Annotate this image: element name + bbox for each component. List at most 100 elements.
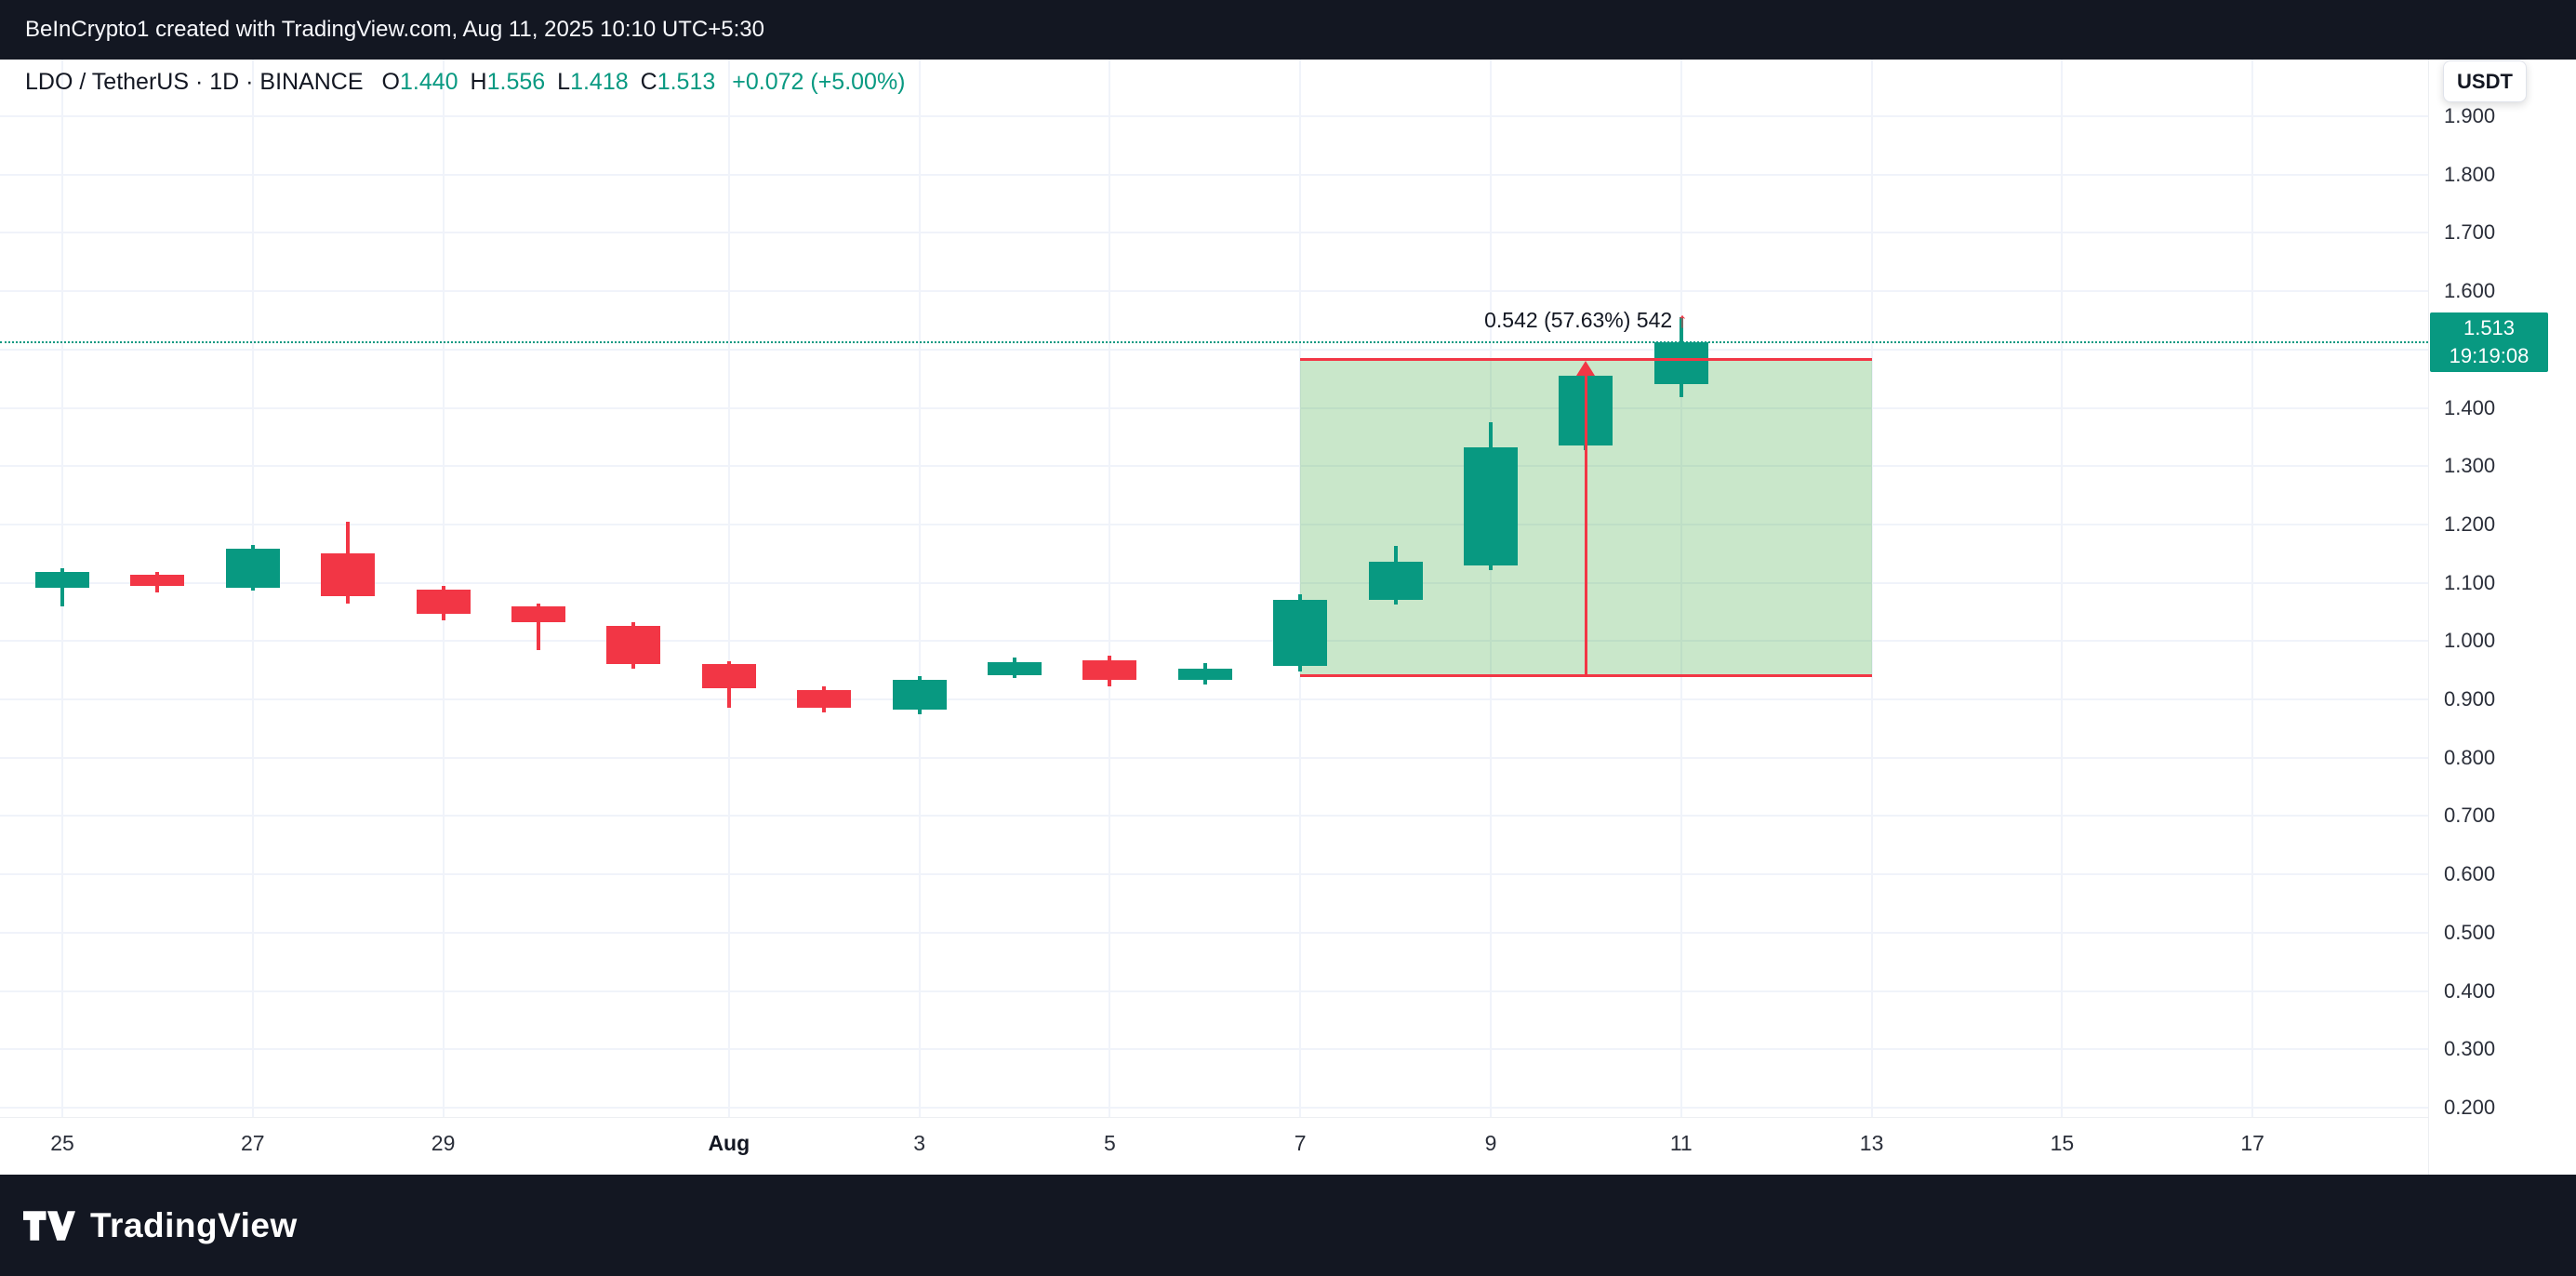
candle-body — [225, 548, 280, 589]
last-price-badge: 1.513 19:19:08 — [2430, 312, 2548, 372]
price-axis-label: 0.700 — [2444, 804, 2496, 828]
price-axis-label: 0.500 — [2444, 920, 2496, 944]
ohlc-high: H1.556 — [471, 67, 546, 97]
vertical-gridline — [2251, 60, 2254, 1117]
chart-plot-area[interactable]: 0.542 (57.63%) 542 ↑ — [0, 60, 2428, 1117]
currency-toggle-button[interactable]: USDT — [2443, 60, 2527, 102]
candle-body — [35, 571, 89, 589]
horizontal-gridline — [0, 232, 2428, 234]
price-axis-label: 1.100 — [2444, 570, 2496, 594]
candle-body — [1368, 562, 1423, 600]
candle-body — [988, 661, 1042, 676]
ohlc-low-value: 1.418 — [570, 69, 629, 95]
ohlc-close-label: C — [640, 69, 657, 95]
price-axis-label: 1.800 — [2444, 162, 2496, 186]
measurement-label: 0.542 (57.63%) 542 ↑ — [1484, 308, 1688, 333]
candle-body — [1082, 660, 1137, 681]
tradingview-wordmark[interactable]: TradingView — [90, 1205, 298, 1244]
horizontal-gridline — [0, 931, 2428, 934]
time-axis-label: 17 — [2240, 1131, 2264, 1155]
candle-countdown: 19:19:08 — [2449, 343, 2530, 367]
price-axis-label: 1.400 — [2444, 395, 2496, 419]
time-axis-label: 13 — [1859, 1131, 1884, 1155]
candle-body — [416, 590, 471, 615]
horizontal-gridline — [0, 990, 2428, 992]
candle-wick — [537, 603, 540, 651]
price-axis-label: 0.600 — [2444, 862, 2496, 886]
price-axis-label: 1.000 — [2444, 629, 2496, 653]
time-axis-label: 15 — [2050, 1131, 2075, 1155]
ohlc-open-value: 1.440 — [399, 69, 458, 95]
vertical-gridline — [918, 60, 921, 1117]
horizontal-gridline — [0, 873, 2428, 876]
price-axis-label: 0.900 — [2444, 687, 2496, 711]
horizontal-gridline — [0, 523, 2428, 525]
price-axis[interactable]: USDT 1.513 19:19:08 0.200 0.300 0.400 0.500… — [2428, 60, 2576, 1175]
vertical-gridline — [1870, 60, 1873, 1117]
price-axis-label: 1.700 — [2444, 220, 2496, 245]
horizontal-gridline — [0, 581, 2428, 584]
ohlc-high-label: H — [470, 69, 487, 95]
ohlc-close: C1.513 — [641, 67, 716, 97]
candle-body — [511, 605, 565, 623]
horizontal-gridline — [0, 465, 2428, 468]
time-axis-label: 27 — [241, 1131, 265, 1155]
horizontal-gridline — [0, 290, 2428, 293]
vertical-gridline — [1490, 60, 1492, 1117]
time-axis-label: 25 — [50, 1131, 74, 1155]
price-axis-label: 0.200 — [2444, 1096, 2496, 1119]
measurement-text: 0.542 (57.63%) 542 — [1484, 307, 1673, 332]
ohlc-open-label: O — [381, 69, 400, 95]
horizontal-gridline — [0, 1048, 2428, 1051]
horizontal-gridline — [0, 115, 2428, 117]
price-range-arrow-line — [1584, 374, 1587, 676]
time-axis-label: Aug — [708, 1131, 750, 1155]
horizontal-gridline — [0, 815, 2428, 817]
ohlc-low: L1.418 — [557, 67, 628, 97]
price-range-arrowhead-icon — [1576, 360, 1596, 376]
horizontal-gridline — [0, 698, 2428, 701]
price-range-top-line — [1300, 358, 1872, 362]
vertical-gridline — [1299, 60, 1302, 1117]
time-axis-label: 11 — [1669, 1131, 1693, 1155]
ohlc-open: O1.440 — [382, 67, 458, 97]
chart-legend: LDO / TetherUS · 1D · BINANCE O1.440 H1.… — [25, 67, 906, 97]
horizontal-gridline — [0, 1107, 2428, 1109]
ohlc-low-label: L — [557, 69, 571, 95]
time-axis-label: 5 — [1103, 1131, 1116, 1155]
time-axis[interactable]: 25 27 29 Aug 3 5 7 9 11 13 15 17 — [0, 1117, 2428, 1175]
horizontal-gridline — [0, 756, 2428, 759]
tradingview-logo-icon[interactable] — [23, 1209, 75, 1243]
candle-body — [797, 690, 852, 709]
price-range-bottom-line — [1300, 674, 1872, 678]
horizontal-gridline — [0, 640, 2428, 643]
candle-body — [701, 663, 756, 689]
price-axis-label: 1.600 — [2444, 279, 2496, 303]
candle-body — [606, 626, 661, 664]
price-axis-label: 1.200 — [2444, 512, 2496, 536]
candle-body — [1177, 668, 1232, 681]
time-axis-label: 9 — [1484, 1131, 1497, 1155]
price-axis-label: 0.300 — [2444, 1037, 2496, 1061]
attribution-bar: BeInCrypto1 created with TradingView.com… — [0, 0, 2576, 60]
symbol-title[interactable]: LDO / TetherUS · 1D · BINANCE — [25, 69, 364, 95]
measure-direction-up-icon: ↑ — [1677, 307, 1688, 332]
ohlc-high-value: 1.556 — [486, 69, 546, 95]
time-axis-label: 3 — [913, 1131, 925, 1155]
candle-body — [1464, 446, 1518, 565]
footer-bar: TradingView — [0, 1175, 2576, 1276]
candle-body — [321, 553, 376, 597]
candle-body — [1653, 341, 1708, 385]
candle-body — [1273, 599, 1328, 666]
price-axis-label: 1.900 — [2444, 104, 2496, 127]
price-axis-label: 0.800 — [2444, 745, 2496, 769]
vertical-gridline — [2061, 60, 2064, 1117]
vertical-gridline — [1680, 60, 1682, 1117]
attribution-text: BeInCrypto1 created with TradingView.com… — [25, 17, 764, 42]
price-axis-label: 0.400 — [2444, 978, 2496, 1003]
vertical-gridline — [727, 60, 730, 1117]
price-change: +0.072 (+5.00%) — [732, 69, 906, 95]
horizontal-gridline — [0, 173, 2428, 176]
chart-container: 0.542 (57.63%) 542 ↑ LDO / TetherUS · 1D … — [0, 60, 2576, 1175]
price-axis-label: 1.300 — [2444, 454, 2496, 478]
